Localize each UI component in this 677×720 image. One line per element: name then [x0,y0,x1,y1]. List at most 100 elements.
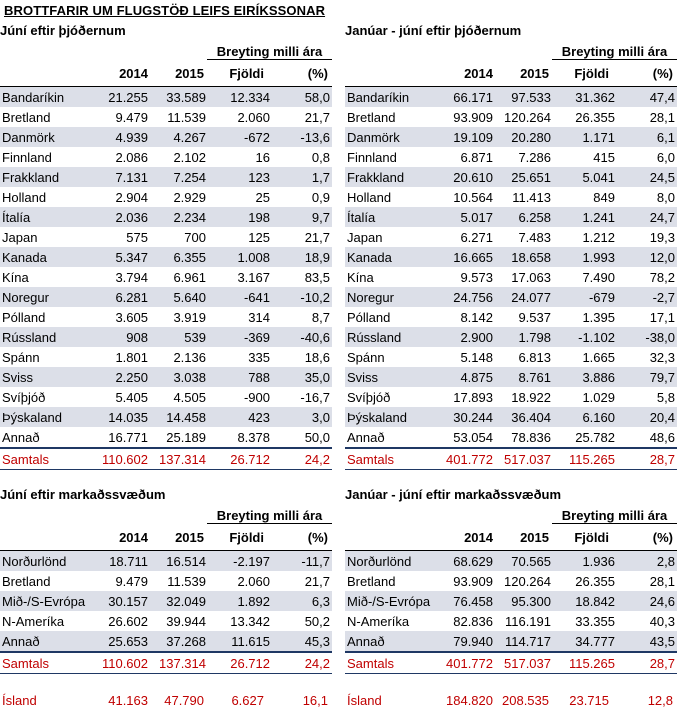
cell-label: Frakkland [345,167,439,187]
cell-label: Kanada [0,247,94,267]
cell-change-percent: 3,0 [272,407,332,427]
cell-value-2015: 16.514 [150,550,208,571]
cell-change-count: 12.334 [208,86,272,107]
cell-value-2015: 3.038 [150,367,208,387]
cell-value-2015: 78.836 [511,429,551,445]
cell-label: N-Ameríka [347,613,410,629]
cell-change-percent: 9,7 [272,207,332,227]
cell-label: Rússland [0,327,94,347]
change-group-header: Breyting milli ára [207,508,332,524]
cell-change-percent: 24,2 [272,447,332,470]
cell-change-count: 2.060 [237,109,270,125]
col-2014: 2014 [119,530,148,545]
cell-value-2014: 20.610 [439,167,495,187]
col-2014: 2014 [119,66,148,81]
cell-value-2014: 16.771 [108,429,148,445]
col-2015: 2015 [175,66,204,81]
cell-change-percent: 28,1 [649,573,675,589]
col-percent: (%) [652,530,673,545]
col-2014: 2014 [464,530,493,545]
cell-change-count: 115.265 [553,651,617,674]
table-row: Ítalía 5.017 6.258 1.241 24,7 [345,207,677,227]
cell-change-percent: 8,7 [311,309,330,325]
cell-change-count: 1.212 [582,229,615,245]
cell-change-percent: 21,7 [304,573,330,589]
cell-change-percent: 6,3 [272,591,332,611]
table-row: Holland 10.564 11.413 849 8,0 [345,187,677,207]
cell-change-percent: 24,6 [617,591,677,611]
col-2015: 2015 [520,66,549,81]
cell-change-percent: 45,3 [272,631,332,652]
cell-label: Ítalía [345,207,439,227]
cell-change-percent: 78,2 [649,269,675,285]
section-title: Janúar - júní eftir þjóðernum [345,23,522,38]
cell-value-2015: 120.264 [504,573,551,589]
change-group-header: Breyting milli ára [207,44,332,60]
cell-label: Svíþjóð [347,389,391,405]
cell-value-2014: 10.564 [453,189,493,205]
column-headers: 2014 2015 Fjöldi (%) [345,530,677,548]
cell-value-2015: 7.254 [150,167,208,187]
table-row: Pólland 8.142 9.537 1.395 17,1 [345,307,677,327]
cell-change-count: 26.712 [208,447,272,470]
cell-change-count: 123 [208,167,272,187]
cell-value-2015: 97.533 [495,86,553,107]
cell-value-2014: 6.281 [94,287,150,307]
cell-label: Noregur [0,287,94,307]
table-row: Annað 25.653 37.268 11.615 45,3 [0,631,332,652]
cell-value-2015: 14.458 [150,407,208,427]
section-title: Júní eftir markaðssvæðum [0,487,166,502]
table-row: Rússland 908 539 -369 -40,6 [0,327,332,347]
iceland-2014: 184.820 [446,693,493,708]
table-row: Þýskaland 30.244 36.404 6.160 20,4 [345,407,677,427]
cell-value-2015: 11.413 [512,189,551,205]
cell-value-2015: 700 [184,229,206,245]
table-row: Pólland 3.605 3.919 314 8,7 [0,307,332,327]
cell-label: Kína [2,269,29,285]
cell-label: Mið-/S-Evrópa [345,591,439,611]
cell-change-percent: 58,0 [272,86,332,107]
cell-label: Spánn [347,349,385,365]
cell-label: Norðurlönd [0,550,94,571]
cell-value-2014: 110.602 [94,651,150,674]
cell-change-percent: 28,1 [649,109,675,125]
cell-value-2015: 70.565 [495,550,553,571]
cell-value-2015: 17.063 [511,269,551,285]
cell-change-count: 34.777 [553,631,617,652]
table-row: Finnland 2.086 2.102 16 0,8 [0,147,332,167]
table-row: Noregur 6.281 5.640 -641 -10,2 [0,287,332,307]
cell-value-2015: 36.404 [495,407,553,427]
cell-value-2014: 2.900 [439,327,495,347]
cell-label: Japan [2,229,38,245]
cell-change-count: 115.265 [553,447,617,470]
cell-value-2015: 4.267 [150,127,208,147]
cell-change-count: -2.197 [208,550,272,571]
cell-value-2015: 517.037 [495,651,553,674]
cell-label: Samtals [345,651,439,674]
cell-label: Kanada [345,247,439,267]
table-row: Annað 16.771 25.189 8.378 50,0 [0,427,332,448]
table-row: Kanada 5.347 6.355 1.008 18,9 [0,247,332,267]
table-row: Svíþjóð 17.893 18.922 1.029 5,8 [345,387,677,407]
cell-label: Þýskaland [345,407,439,427]
table-row: Bretland 9.479 11.539 2.060 21,7 [0,571,332,591]
iceland-label: Ísland [347,693,382,708]
cell-change-percent: -10,2 [272,287,332,307]
cell-change-count: 3.167 [237,269,270,285]
cell-label: Samtals [0,651,94,674]
cell-change-count: 16 [255,149,270,165]
cell-change-count: 1.029 [582,389,615,405]
cell-value-2014: 4.875 [439,367,495,387]
cell-change-percent: -40,6 [272,327,332,347]
cell-value-2015: 39.944 [166,613,206,629]
table-row: Norðurlönd 68.629 70.565 1.936 2,8 [345,550,677,571]
cell-change-count: 423 [208,407,272,427]
cell-value-2014: 93.909 [453,573,493,589]
cell-value-2014: 6.271 [460,229,493,245]
cell-value-2014: 2.904 [115,189,148,205]
cell-change-percent: 79,7 [617,367,677,387]
cell-value-2014: 21.255 [94,86,150,107]
change-group-header: Breyting milli ára [552,508,677,524]
cell-change-count: 11.615 [208,631,272,652]
column-headers: 2014 2015 Fjöldi (%) [0,66,332,84]
